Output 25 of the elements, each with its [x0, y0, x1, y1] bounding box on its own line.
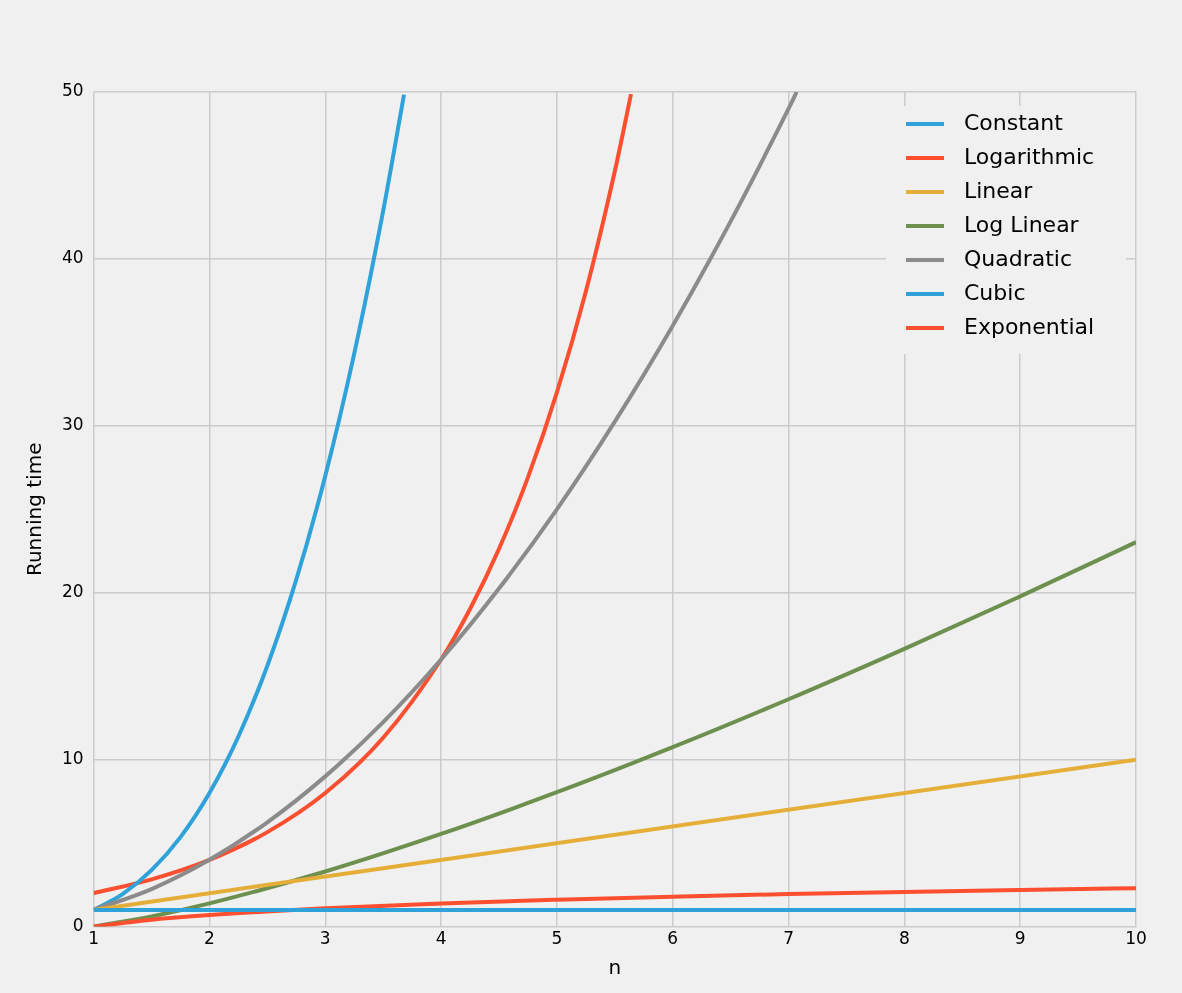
x-tick-label: 3 — [319, 928, 331, 949]
x-tick-label: 9 — [1014, 928, 1026, 949]
legend-label: Constant — [964, 109, 1064, 135]
legend-label: Cubic — [964, 279, 1026, 305]
x-tick-label: 7 — [783, 928, 794, 949]
x-tick-label: 4 — [435, 928, 447, 949]
x-tick-label: 2 — [204, 928, 215, 949]
y-tick-label: 50 — [61, 80, 84, 101]
legend-label: Exponential — [964, 313, 1095, 339]
y-tick-label: 0 — [72, 915, 84, 936]
x-tick-label: 5 — [551, 928, 563, 949]
x-tick-label: 6 — [667, 928, 679, 949]
legend-label: Linear — [964, 177, 1034, 203]
y-axis-title: Running time — [22, 442, 47, 577]
legend-label: Log Linear — [964, 211, 1080, 237]
y-tick-label: 40 — [61, 247, 84, 268]
y-tick-label: 30 — [61, 414, 84, 435]
x-tick-label: 1 — [88, 928, 100, 949]
x-tick-label: 10 — [1125, 928, 1147, 949]
y-tick-label: 10 — [61, 748, 84, 769]
x-tick-label: 8 — [898, 928, 910, 949]
legend-label: Quadratic — [964, 245, 1073, 271]
y-tick-label: 20 — [61, 581, 84, 602]
legend-label: Logarithmic — [964, 143, 1095, 169]
x-axis-title: n — [608, 955, 622, 980]
